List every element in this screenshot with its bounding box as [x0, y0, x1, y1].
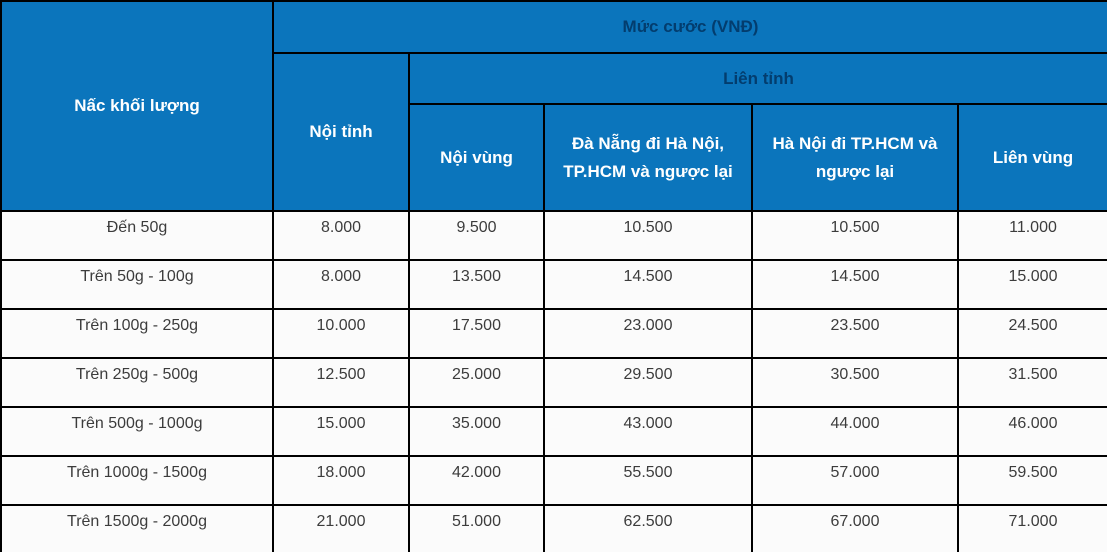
price-cell: 14.500: [751, 259, 959, 310]
price-cell: 43.000: [543, 406, 753, 457]
tier-cell: Trên 250g - 500g: [0, 357, 274, 408]
col-header-danang-hanoi-hcm: Đà Nẵng đi Hà Nội, TP.HCM và ngược lại: [543, 103, 753, 212]
rate-group-header: Mức cước (VNĐ): [272, 0, 1107, 54]
tier-cell: Đến 50g: [0, 210, 274, 261]
tier-cell: Trên 1000g - 1500g: [0, 455, 274, 506]
price-cell: 35.000: [408, 406, 545, 457]
price-cell: 30.500: [751, 357, 959, 408]
tier-cell: Trên 1500g - 2000g: [0, 504, 274, 552]
table-row: Trên 1500g - 2000g 21.000 51.000 62.500 …: [0, 504, 1107, 552]
price-cell: 29.500: [543, 357, 753, 408]
price-cell: 67.000: [751, 504, 959, 552]
price-cell: 46.000: [957, 406, 1107, 457]
table-row: Trên 50g - 100g 8.000 13.500 14.500 14.5…: [0, 259, 1107, 310]
price-cell: 11.000: [957, 210, 1107, 261]
price-cell: 24.500: [957, 308, 1107, 359]
price-cell: 62.500: [543, 504, 753, 552]
col-header-hanoi-hcm: Hà Nội đi TP.HCM và ngược lại: [751, 103, 959, 212]
price-cell: 57.000: [751, 455, 959, 506]
tier-cell: Trên 50g - 100g: [0, 259, 274, 310]
price-cell: 15.000: [957, 259, 1107, 310]
price-cell: 10.500: [543, 210, 753, 261]
table-row: Trên 250g - 500g 12.500 25.000 29.500 30…: [0, 357, 1107, 408]
table-row: Trên 100g - 250g 10.000 17.500 23.000 23…: [0, 308, 1107, 359]
price-cell: 14.500: [543, 259, 753, 310]
price-cell: 51.000: [408, 504, 545, 552]
price-cell: 18.000: [272, 455, 410, 506]
col-header-lien-vung: Liên vùng: [957, 103, 1107, 212]
price-cell: 10.000: [272, 308, 410, 359]
price-cell: 21.000: [272, 504, 410, 552]
price-cell: 59.500: [957, 455, 1107, 506]
price-cell: 10.500: [751, 210, 959, 261]
group-header-lien-tinh: Liên tỉnh: [408, 52, 1107, 105]
price-cell: 8.000: [272, 259, 410, 310]
table-row: Trên 1000g - 1500g 18.000 42.000 55.500 …: [0, 455, 1107, 506]
price-cell: 25.000: [408, 357, 545, 408]
table-row: Đến 50g 8.000 9.500 10.500 10.500 11.000: [0, 210, 1107, 261]
price-cell: 42.000: [408, 455, 545, 506]
price-cell: 15.000: [272, 406, 410, 457]
tier-cell: Trên 100g - 250g: [0, 308, 274, 359]
price-cell: 44.000: [751, 406, 959, 457]
price-cell: 71.000: [957, 504, 1107, 552]
price-cell: 23.000: [543, 308, 753, 359]
col-header-noi-tinh: Nội tỉnh: [272, 52, 410, 212]
corner-header-weight-tier: Nấc khối lượng: [0, 0, 274, 212]
price-cell: 13.500: [408, 259, 545, 310]
price-cell: 12.500: [272, 357, 410, 408]
col-header-noi-vung: Nội vùng: [408, 103, 545, 212]
price-cell: 8.000: [272, 210, 410, 261]
price-cell: 9.500: [408, 210, 545, 261]
price-cell: 17.500: [408, 308, 545, 359]
tier-cell: Trên 500g - 1000g: [0, 406, 274, 457]
price-cell: 23.500: [751, 308, 959, 359]
price-cell: 55.500: [543, 455, 753, 506]
table-row: Trên 500g - 1000g 15.000 35.000 43.000 4…: [0, 406, 1107, 457]
price-cell: 31.500: [957, 357, 1107, 408]
